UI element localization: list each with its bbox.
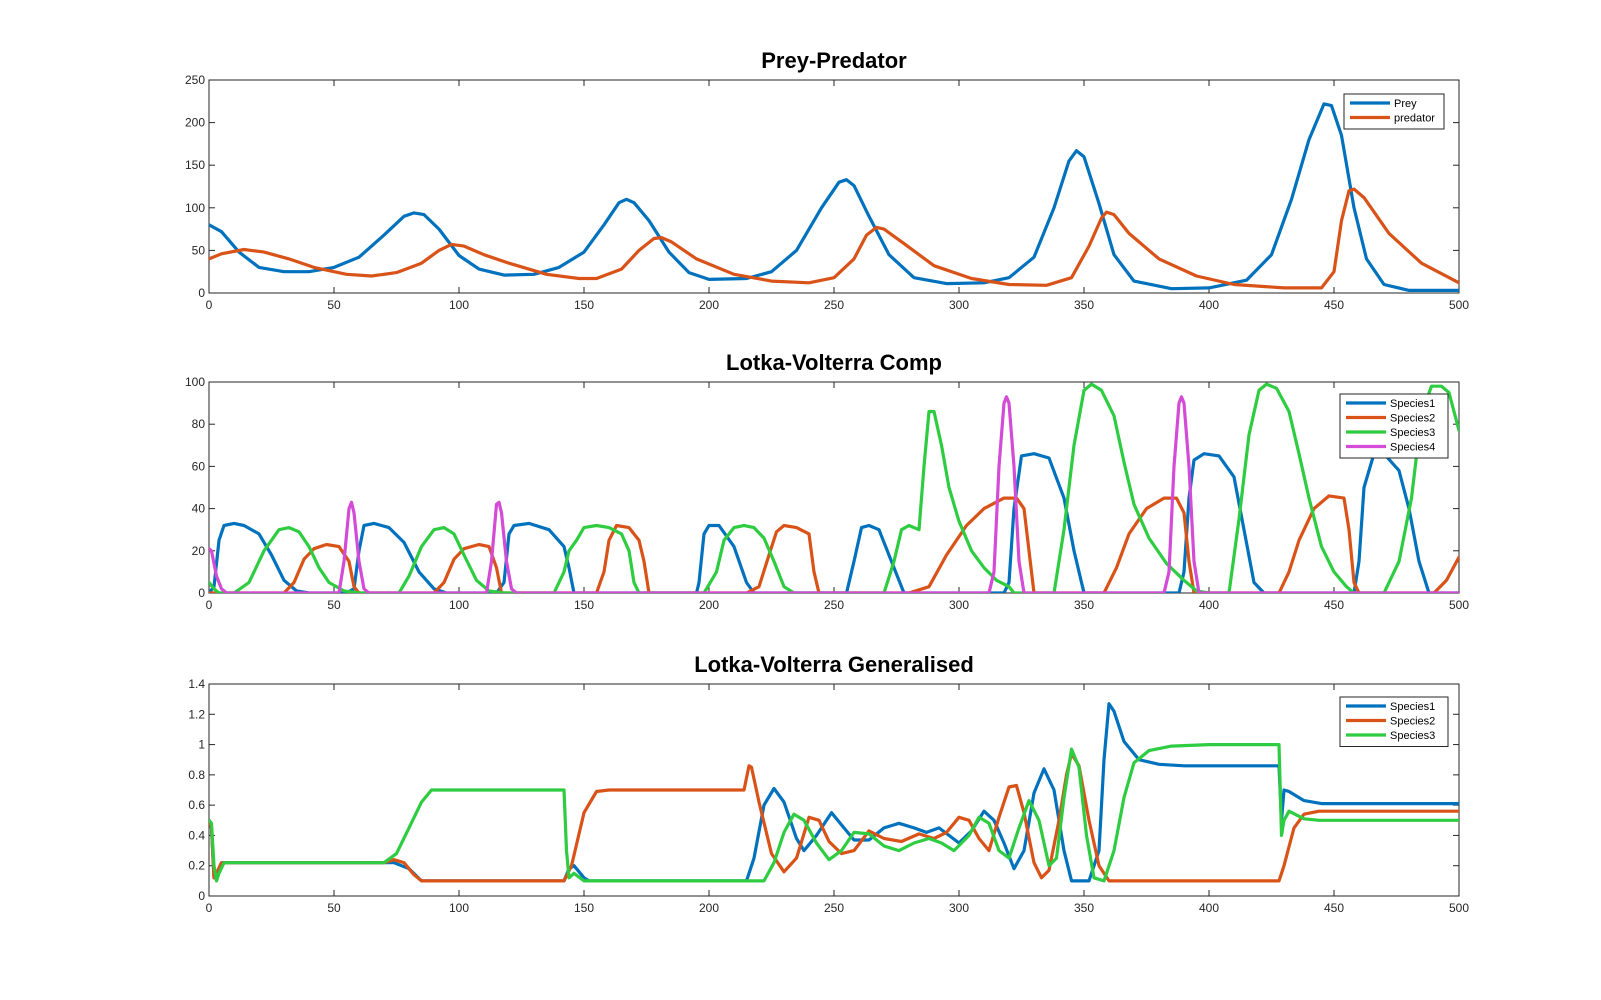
x-tick-label: 150 (574, 901, 594, 915)
x-tick-label: 300 (949, 298, 969, 312)
chart-title: Lotka-Volterra Comp (726, 350, 942, 375)
x-tick-label: 150 (574, 598, 594, 612)
series-line-species3 (209, 743, 1459, 883)
y-tick-label: 100 (185, 201, 205, 215)
y-tick-label: 80 (192, 417, 206, 431)
x-tick-label: 400 (1199, 901, 1219, 915)
subplot-prey-predator: Prey-Predator 0 50 100 150 200 250 300 350 400 450… (185, 48, 1469, 312)
legend-box (1343, 93, 1445, 130)
x-tick-label: 500 (1449, 298, 1469, 312)
legend-label-species1: Species1 (1390, 701, 1435, 713)
series-line-species4 (209, 395, 1459, 593)
x-tick-label: 200 (699, 598, 719, 612)
subplot-lotka-volterra-generalised: Lotka-Volterra Generalised 0 50 100 150 200 25… (188, 652, 1469, 915)
series-line-prey (209, 102, 1459, 292)
y-tick-label: 1.4 (188, 677, 205, 691)
legend-label-species3: Species3 (1390, 427, 1435, 439)
legend-label-prey: Prey (1394, 98, 1417, 110)
x-tick-label: 400 (1199, 598, 1219, 612)
x-tick-label: 250 (824, 598, 844, 612)
legend-label-predator: predator (1394, 113, 1435, 125)
legend-label-species2: Species2 (1390, 716, 1435, 728)
x-tick-label: 100 (449, 901, 469, 915)
x-tick-label: 100 (449, 598, 469, 612)
chart-title: Prey-Predator (761, 48, 907, 73)
y-tick-label: 0.4 (188, 828, 205, 842)
legend: Species1 Species2 Species3 (1339, 696, 1449, 747)
series-line-species2 (209, 494, 1459, 593)
x-tick-label: 450 (1324, 298, 1344, 312)
x-tick-label: 150 (574, 298, 594, 312)
y-tick-label: 50 (192, 243, 206, 257)
x-tick-label: 50 (327, 598, 341, 612)
y-tick-label: 40 (192, 502, 206, 516)
x-tick-label: 0 (206, 598, 213, 612)
x-tick-label: 450 (1324, 901, 1344, 915)
x-tick-label: 100 (449, 298, 469, 312)
y-tick-label: 200 (185, 116, 205, 130)
x-tick-label: 450 (1324, 598, 1344, 612)
x-tick-label: 200 (699, 901, 719, 915)
legend: Species1 Species2 Species3 Species4 (1339, 393, 1449, 459)
y-tick-label: 150 (185, 158, 205, 172)
legend-label-species1: Species1 (1390, 398, 1435, 410)
x-tick-label: 500 (1449, 901, 1469, 915)
x-tick-label: 0 (206, 901, 213, 915)
y-tick-label: 0 (198, 889, 205, 903)
y-tick-label: 60 (192, 459, 206, 473)
x-tick-label: 350 (1074, 298, 1094, 312)
x-tick-label: 400 (1199, 298, 1219, 312)
axes-box (208, 79, 1460, 294)
x-tick-label: 50 (327, 901, 341, 915)
x-tick-label: 0 (206, 298, 213, 312)
y-tick-label: 0.6 (188, 798, 205, 812)
legend-label-species4: Species4 (1390, 442, 1435, 454)
y-tick-label: 250 (185, 73, 205, 87)
x-tick-label: 300 (949, 598, 969, 612)
x-tick-label: 250 (824, 298, 844, 312)
y-tick-label: 0.2 (188, 859, 205, 873)
chart-title: Lotka-Volterra Generalised (694, 652, 974, 677)
y-tick-label: 1 (198, 738, 205, 752)
y-tick-label: 0.8 (188, 768, 205, 782)
x-tick-label: 250 (824, 901, 844, 915)
x-tick-label: 350 (1074, 598, 1094, 612)
series-line-predator (209, 187, 1459, 290)
series-line-species3 (209, 382, 1459, 593)
x-tick-label: 500 (1449, 598, 1469, 612)
y-tick-label: 100 (185, 375, 205, 389)
x-tick-label: 50 (327, 298, 341, 312)
legend: Prey predator (1343, 93, 1445, 130)
legend-label-species3: Species3 (1390, 730, 1435, 742)
series-line-species1 (209, 452, 1459, 593)
x-tick-label: 200 (699, 298, 719, 312)
legend-label-species2: Species2 (1390, 413, 1435, 425)
y-tick-label: 0 (198, 286, 205, 300)
x-tick-label: 350 (1074, 901, 1094, 915)
axes-box (208, 381, 1460, 594)
y-tick-label: 1.2 (188, 707, 205, 721)
y-tick-label: 0 (198, 586, 205, 600)
x-tick-label: 300 (949, 901, 969, 915)
y-tick-label: 20 (192, 544, 206, 558)
axes-box (208, 683, 1460, 897)
